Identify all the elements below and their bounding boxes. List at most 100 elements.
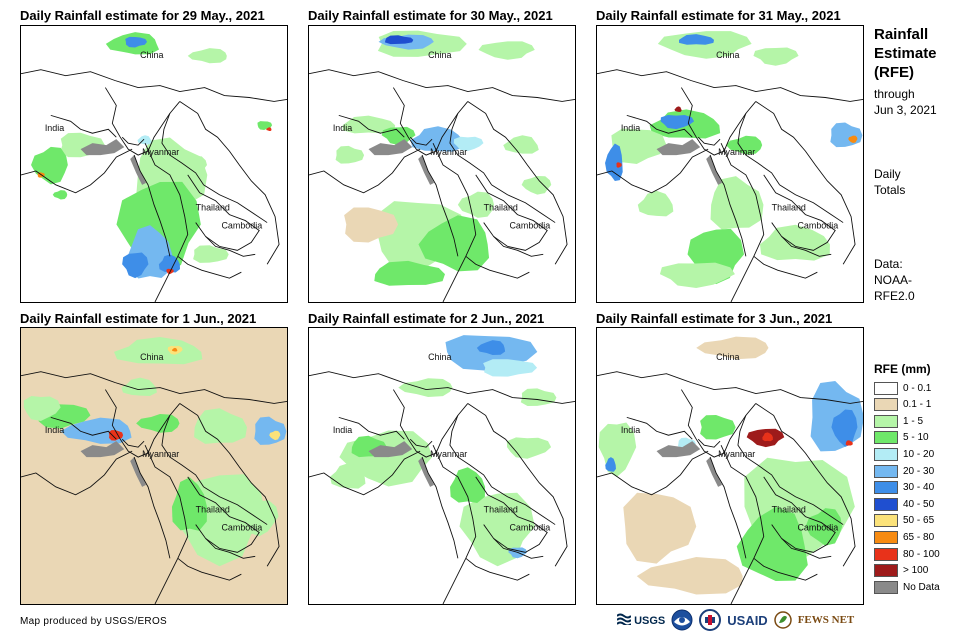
legend-label: 20 - 30 — [903, 465, 935, 477]
place-label-myanmar: Myanmar — [718, 147, 755, 157]
place-label-myanmar: Myanmar — [430, 147, 467, 157]
panel-title-1: Daily Rainfall estimate for 29 May., 202… — [20, 8, 265, 23]
place-label-india: India — [45, 123, 64, 133]
legend-swatch — [874, 414, 898, 428]
usgs-wave-icon — [616, 613, 632, 627]
sidebar-through-label: through — [874, 87, 915, 101]
legend-label: 30 - 40 — [903, 482, 935, 494]
rainfall-areas — [335, 30, 552, 286]
rainfall-map-canvas: China India Myanmar Thailand Cambodia — [597, 26, 863, 302]
legend-swatch — [874, 547, 898, 561]
no-data-area — [418, 155, 435, 185]
legend-swatch — [874, 431, 898, 445]
panel-title-4: Daily Rainfall estimate for 1 Jun., 2021 — [20, 311, 257, 326]
legend-item: 50 - 65 — [874, 513, 934, 529]
place-label-china: China — [428, 50, 451, 60]
rainfall-map-2-jun: China India Myanmar Thailand Cambodia — [308, 327, 576, 605]
country-borders — [309, 371, 575, 604]
place-label-india: India — [621, 123, 640, 133]
place-label-cambodia: Cambodia — [221, 221, 262, 231]
place-label-china: China — [140, 50, 163, 60]
sidebar-totals-2: Totals — [874, 183, 906, 197]
place-label-thailand: Thailand — [484, 505, 518, 515]
rainfall-map-canvas: China India Myanmar Thailand Cambodia — [309, 26, 575, 302]
legend-swatch — [874, 481, 898, 495]
map-background — [21, 328, 287, 604]
legend-label: 5 - 10 — [903, 432, 929, 444]
sidebar-title-2: Estimate — [874, 45, 937, 62]
place-label-myanmar: Myanmar — [142, 449, 179, 459]
place-label-china: China — [716, 352, 739, 362]
legend-item: 30 - 40 — [874, 480, 934, 496]
country-borders — [21, 69, 287, 302]
legend-item: 20 - 30 — [874, 463, 934, 479]
place-label-china: China — [428, 352, 451, 362]
no-data-area — [80, 441, 125, 458]
legend-item: 1 - 5 — [874, 413, 923, 429]
place-label-thailand: Thailand — [484, 203, 518, 213]
country-borders — [21, 371, 287, 604]
rainfall-map-canvas: China India Myanmar Thailand Cambodia — [21, 328, 287, 604]
fewsnet-logo: FEWS NET — [797, 614, 855, 626]
legend-label: 10 - 20 — [903, 448, 935, 460]
country-borders — [597, 371, 863, 604]
country-borders — [597, 69, 863, 302]
legend-swatch — [874, 564, 898, 578]
rainfall-areas — [23, 336, 287, 567]
legend-label: 0 - 0.1 — [903, 382, 932, 394]
legend-swatch — [874, 447, 898, 461]
rainfall-areas — [329, 335, 557, 567]
legend-label: 50 - 65 — [903, 515, 935, 527]
legend-swatch — [874, 381, 898, 395]
place-label-india: India — [621, 425, 640, 435]
place-label-china: China — [140, 352, 163, 362]
no-data-area — [80, 139, 125, 156]
country-borders — [309, 69, 575, 302]
usaid-logo: USAID — [727, 612, 768, 628]
panel-title-3: Daily Rainfall estimate for 31 May., 202… — [596, 8, 841, 23]
place-label-cambodia: Cambodia — [221, 523, 262, 533]
rainfall-areas — [605, 31, 863, 288]
rainfall-map-canvas: China India Myanmar Thailand Cambodia — [21, 26, 287, 302]
usgs-logo: USGS — [616, 613, 665, 627]
legend-swatch — [874, 398, 898, 412]
noaa-logo-icon — [671, 609, 693, 631]
legend-label: 80 - 100 — [903, 548, 940, 560]
sidebar-data-3: RFE2.0 — [874, 289, 915, 303]
sidebar-title-1: Rainfall — [874, 26, 929, 43]
no-data-area — [130, 457, 147, 487]
no-data-area — [368, 139, 413, 156]
place-label-india: India — [45, 425, 64, 435]
place-label-thailand: Thailand — [196, 203, 230, 213]
rainfall-map-canvas: China India Myanmar Thailand Cambodia — [597, 328, 863, 604]
legend-item: 5 - 10 — [874, 430, 929, 446]
legend-swatch — [874, 464, 898, 478]
no-data-area — [656, 139, 701, 156]
place-label-myanmar: Myanmar — [718, 449, 755, 459]
sidebar-data-1: Data: — [874, 257, 903, 271]
legend-label: > 100 — [903, 565, 929, 577]
place-label-cambodia: Cambodia — [797, 523, 838, 533]
legend-item: 0 - 0.1 — [874, 380, 931, 396]
sidebar-through-date: Jun 3, 2021 — [874, 103, 937, 117]
legend-title: RFE (mm) — [874, 362, 931, 376]
place-label-myanmar: Myanmar — [142, 147, 179, 157]
place-label-thailand: Thailand — [772, 203, 806, 213]
sidebar-title-3: (RFE) — [874, 64, 914, 81]
place-label-india: India — [333, 123, 352, 133]
legend-item: 0.1 - 1 — [874, 397, 931, 413]
rainfall-map-31-may: China India Myanmar Thailand Cambodia — [596, 25, 864, 303]
legend-swatch — [874, 580, 898, 594]
legend-label: 0.1 - 1 — [903, 399, 932, 411]
fewsnet-leaf-icon — [773, 611, 792, 629]
usaid-seal-icon — [699, 609, 722, 631]
legend-item: 65 - 80 — [874, 529, 934, 545]
legend-label: No Data — [903, 581, 940, 593]
place-label-thailand: Thailand — [772, 505, 806, 515]
place-label-india: India — [333, 425, 352, 435]
legend-label: 65 - 80 — [903, 531, 935, 543]
rainfall-map-29-may: China India Myanmar Thailand Cambodia — [20, 25, 288, 303]
rainfall-map-canvas: China India Myanmar Thailand Cambodia — [309, 328, 575, 604]
map-credit: Map produced by USGS/EROS — [20, 616, 168, 627]
place-label-cambodia: Cambodia — [509, 221, 550, 231]
